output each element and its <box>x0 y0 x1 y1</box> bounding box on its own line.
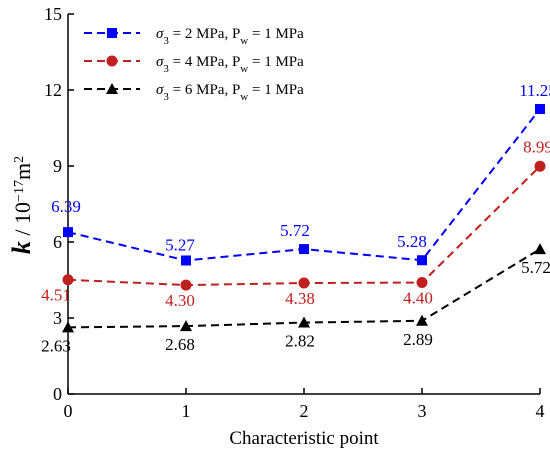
legend-label-2: σ3 = 4 MPa, Pw = 1 MPa <box>156 54 304 75</box>
series-2-point <box>298 277 310 289</box>
legend: σ3 = 2 MPa, Pw = 1 MPa σ3 = 4 MPa, Pw = 1… <box>84 26 304 103</box>
series-markers <box>62 104 546 333</box>
x-tick-label: 1 <box>182 401 191 421</box>
series-2-data-label: 4.30 <box>165 291 195 310</box>
series-1-point <box>535 104 545 114</box>
series-1-data-label: 5.28 <box>397 232 427 251</box>
y-tick-label: 3 <box>53 308 62 328</box>
legend-label-1: σ3 = 2 MPa, Pw = 1 MPa <box>156 26 304 47</box>
series-1-point <box>299 244 309 255</box>
series-3-point <box>62 321 74 333</box>
legend-marker-2 <box>106 55 118 67</box>
series-3-point <box>298 316 310 328</box>
series-2-point <box>416 277 428 289</box>
series-2-data-label: 4.51 <box>41 286 71 305</box>
y-tick-label: 0 <box>53 384 62 404</box>
y-tick-label: 9 <box>53 156 62 176</box>
series-3-data-label: 2.89 <box>403 330 433 349</box>
series-3-point <box>180 320 192 332</box>
x-tick-label: 4 <box>536 401 545 421</box>
data-labels: 6.39 5.27 5.72 5.28 11.25 4.51 4.30 4.38 4.40 8.9… <box>41 81 550 355</box>
series-3-point <box>534 243 546 255</box>
series-3-data-label: 2.68 <box>165 335 195 354</box>
x-tick-label: 3 <box>418 401 427 421</box>
legend-marker-1 <box>107 28 117 38</box>
x-tick-label: 0 <box>64 401 73 421</box>
series-3-data-label: 2.82 <box>285 332 315 351</box>
y-tick-label: 6 <box>53 232 62 252</box>
legend-label-3: σ3 = 6 MPa, Pw = 1 MPa <box>156 82 304 103</box>
series-2-point <box>62 274 74 286</box>
series-2-data-label: 8.99 <box>523 137 550 156</box>
y-axis-title: k / 10−17m2 <box>7 156 36 254</box>
x-axis-title: Characteristic point <box>229 428 379 449</box>
series-3-data-label: 2.63 <box>41 336 71 355</box>
series-2-point <box>180 279 192 291</box>
legend-marker-3 <box>106 83 118 94</box>
series-1-data-label: 6.39 <box>51 197 81 216</box>
series-2-data-label: 4.40 <box>403 289 433 308</box>
y-tick-label: 12 <box>44 80 62 100</box>
series-1-point <box>63 227 73 238</box>
series-3-point <box>416 314 428 326</box>
x-tick-label: 2 <box>300 401 309 421</box>
series-1-data-label: 5.72 <box>280 221 310 240</box>
series-3-data-label: 5.72 <box>521 258 550 277</box>
series-2-data-label: 4.38 <box>285 289 315 308</box>
y-tick-label: 15 <box>44 4 62 24</box>
series-1-data-label: 5.27 <box>165 235 195 254</box>
series-1-data-label: 11.25 <box>519 81 550 100</box>
series-2-point <box>534 160 546 172</box>
series-1-point <box>417 255 427 266</box>
series-1-point <box>181 255 191 266</box>
